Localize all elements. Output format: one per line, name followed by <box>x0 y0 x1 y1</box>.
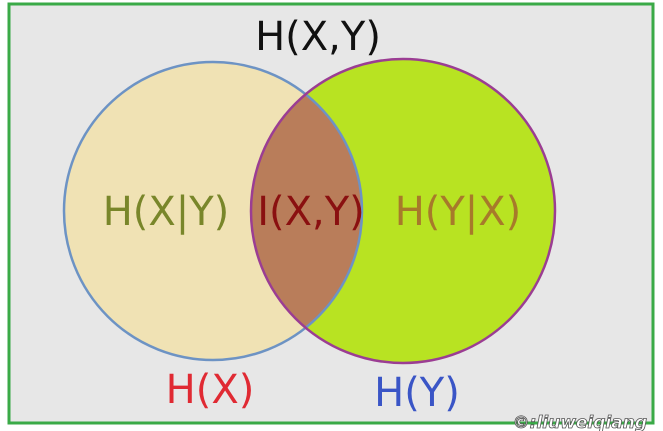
watermark: ©:liuweiqiang <box>513 413 647 431</box>
entropy-y-label: H(Y) <box>374 370 460 416</box>
joint-entropy-label: H(X,Y) <box>255 14 381 60</box>
entropy-x-label: H(X) <box>166 367 255 413</box>
circle-y-outline <box>249 57 557 365</box>
conditional-entropy-y-given-x-label: H(Y|X) <box>395 189 522 235</box>
overlap-region <box>251 62 362 360</box>
mutual-information-label: I(X,Y) <box>257 189 365 235</box>
circle-x-outline <box>62 60 364 362</box>
conditional-entropy-x-given-y-label: H(X|Y) <box>103 189 230 235</box>
